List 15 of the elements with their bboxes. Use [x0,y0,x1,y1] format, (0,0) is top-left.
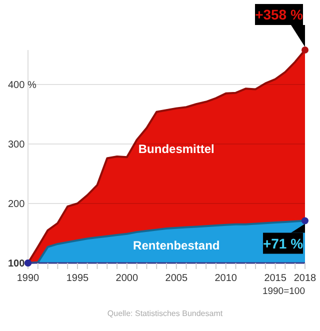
text: 1990=100 [262,286,305,297]
y-tick-label: 100 [8,258,26,270]
x-tick-label: 2000 [116,273,138,284]
series-label: Bundesmittel [138,142,214,156]
x-tick-label: 2015 [264,273,287,284]
x-tick-label: 2005 [165,273,188,284]
source-note: Quelle: Statistisches Bundesamt [107,309,224,318]
y-tick-label: 400 % [8,80,36,92]
y-tick-label: 200 [8,199,26,210]
x-tick-label: 1990 [16,273,40,284]
y-tick-label: 300 [8,140,26,151]
x-tick-label: 1995 [66,273,90,284]
x-tick-label: 2018 [294,273,317,284]
series-label: Rentenbestand [133,238,220,252]
x-tick-label: 2010 [214,273,238,284]
